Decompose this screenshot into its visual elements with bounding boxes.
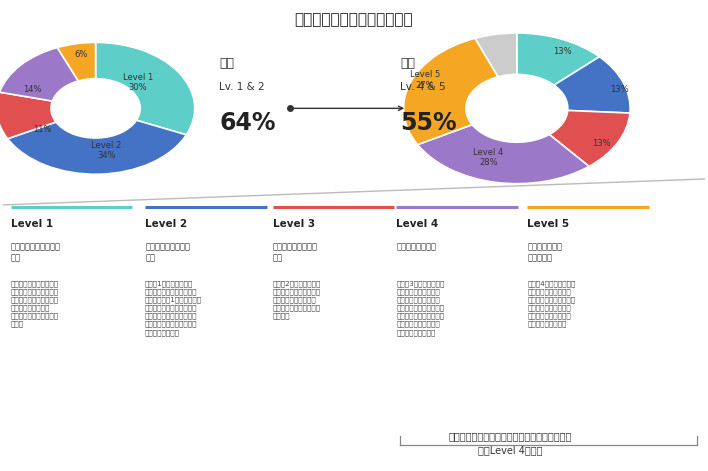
Wedge shape <box>475 33 517 77</box>
Text: Level 4
28%: Level 4 28% <box>474 148 503 168</box>
Text: 経営戦略の支援者: 経営戦略の支援者 <box>396 243 436 252</box>
Text: 経営戦略策定の
パートナー: 経営戦略策定の パートナー <box>527 243 562 262</box>
Text: 14%: 14% <box>23 85 41 94</box>
Text: Level 4: Level 4 <box>396 219 439 229</box>
Wedge shape <box>554 57 630 113</box>
Wedge shape <box>57 42 96 81</box>
Wedge shape <box>96 42 195 135</box>
Wedge shape <box>0 92 56 139</box>
Text: Level 3: Level 3 <box>273 219 314 229</box>
Text: 11%: 11% <box>33 125 52 134</box>
Wedge shape <box>517 33 600 85</box>
Wedge shape <box>418 125 589 184</box>
Text: Lv. 4 & 5: Lv. 4 & 5 <box>400 82 445 92</box>
Text: 改革でチェンジマネジメントを担当するには、
最低Level 4が必要: 改革でチェンジマネジメントを担当するには、 最低Level 4が必要 <box>448 431 571 455</box>
Text: レベル4に加えて、全社
のビジネス戦略立案や
意思決定において、人的
側面の課題を審議する
戦略プロセスに必須の
存在となっている。: レベル4に加えて、全社 のビジネス戦略立案や 意思決定において、人的 側面の課題… <box>527 280 576 327</box>
Wedge shape <box>549 111 630 166</box>
Text: 6%: 6% <box>75 49 88 59</box>
Wedge shape <box>404 38 498 145</box>
Text: レベル3に加えて、人事
全体の仕組みに関する
企画やその実行をして
いる（例：評価制度の再
設計、キャリアパスの構
築、要員管理と配置の
仕組みの構築など）: レベル3に加えて、人事 全体の仕組みに関する 企画やその実行をして いる（例：評… <box>396 280 445 335</box>
Text: 人事部門レベルの現況と理想: 人事部門レベルの現況と理想 <box>295 12 413 27</box>
Text: 人事オペレーションの
主体: 人事オペレーションの 主体 <box>11 243 61 262</box>
Text: 現況: 現況 <box>219 57 234 70</box>
Text: 採用、給与計算、研修な
ど日常のオペレーション
業務を中心に行っている
（人事戦略や施策の
企画はほとんど行ってい
ない）: 採用、給与計算、研修な ど日常のオペレーション 業務を中心に行っている （人事戦… <box>11 280 59 327</box>
Text: Lv. 1 & 2: Lv. 1 & 2 <box>219 82 265 92</box>
Wedge shape <box>0 48 79 101</box>
Text: レベル1に加えて、経営
陣・ラインからの依頼によ
り、「レベル1」で示すオペ
レーションに関してデータ
に基づく効果測定、改善や
（場合によっては）新規の
企画: レベル1に加えて、経営 陣・ラインからの依頼によ り、「レベル1」で示すオペ レ… <box>145 280 202 335</box>
Text: 55%: 55% <box>400 111 457 135</box>
Text: 64%: 64% <box>219 111 276 135</box>
Text: 13%: 13% <box>554 47 572 57</box>
Text: Level 1: Level 1 <box>11 219 52 229</box>
Text: 理想: 理想 <box>400 57 415 70</box>
Text: 13%: 13% <box>593 139 611 148</box>
Wedge shape <box>8 120 186 174</box>
Text: Level 1
30%: Level 1 30% <box>123 73 153 92</box>
Text: レベル2に加えて、主体
的にデータに基づく効果
測定、改善や新規の企
画を行い、経営層に提案
している: レベル2に加えて、主体 的にデータに基づく効果 測定、改善や新規の企 画を行い、… <box>273 280 321 319</box>
Text: Level 5: Level 5 <box>527 219 569 229</box>
Text: Level 2: Level 2 <box>145 219 187 229</box>
Text: データの収集・管理
主体: データの収集・管理 主体 <box>145 243 190 262</box>
Text: 13%: 13% <box>610 85 629 94</box>
Text: Level 2
34%: Level 2 34% <box>91 141 121 161</box>
Text: Level 5
27%: Level 5 27% <box>410 70 440 90</box>
Text: データの分析・活用
主体: データの分析・活用 主体 <box>273 243 318 262</box>
